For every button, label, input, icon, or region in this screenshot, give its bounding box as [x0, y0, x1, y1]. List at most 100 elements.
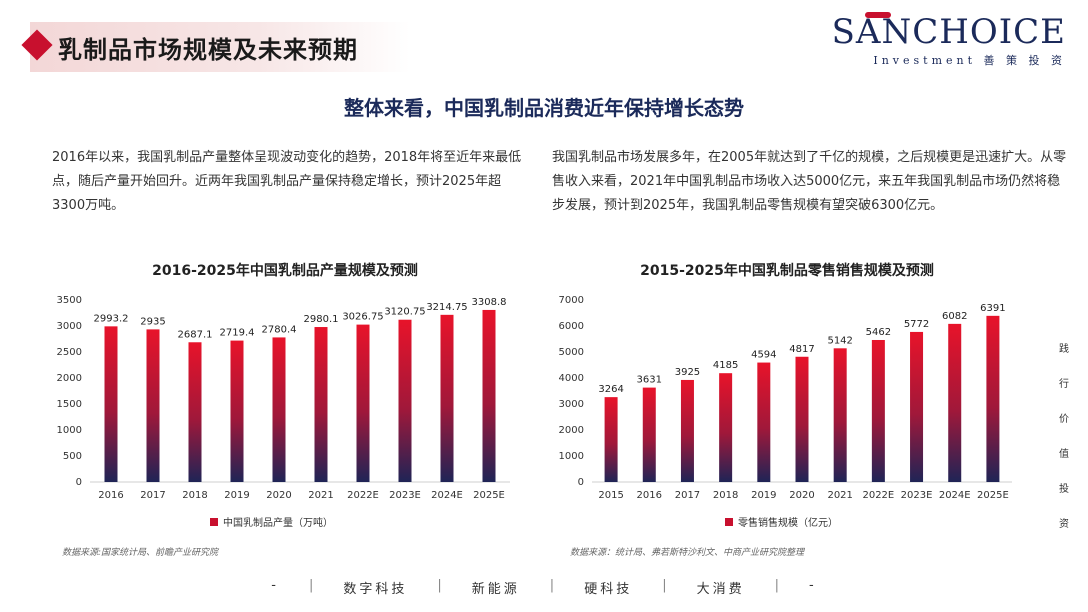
bar [719, 373, 733, 482]
bar [680, 379, 694, 482]
side-slogan: 践行价值投资 [1057, 340, 1071, 530]
footer-separator: | [774, 578, 779, 593]
x-tick-label: 2022E [347, 490, 379, 501]
y-tick-label: 500 [63, 451, 82, 462]
y-tick-label: 3500 [57, 295, 82, 306]
bar [833, 348, 847, 482]
bar [104, 326, 118, 482]
y-tick-label: 7000 [559, 295, 584, 306]
side-char: 价 [1059, 414, 1069, 425]
chart-1-title: 2016-2025年中国乳制品产量规模及预测 [152, 263, 418, 279]
x-tick-label: 2021 [308, 490, 333, 501]
y-tick-label: 5000 [559, 347, 584, 358]
y-tick-label: 0 [76, 477, 82, 488]
data-label: 4185 [713, 360, 738, 371]
footer-item: - [809, 578, 817, 593]
bar [757, 362, 771, 482]
data-label: 6391 [980, 303, 1005, 314]
footer-separator: | [308, 578, 314, 593]
side-char: 践 [1059, 344, 1069, 355]
legend-swatch [210, 517, 218, 526]
data-label: 4594 [751, 350, 776, 361]
chart-1-legend: 中国乳制品产量（万吨） [210, 514, 333, 529]
y-tick-label: 2000 [57, 373, 82, 384]
x-tick-label: 2025E [977, 490, 1009, 501]
data-label: 2980.1 [304, 314, 339, 325]
x-tick-label: 2020 [266, 490, 291, 501]
x-tick-label: 2023E [389, 490, 421, 501]
footer-item: 数字科技 [343, 582, 408, 597]
footer-separator: | [662, 578, 667, 593]
x-tick-label: 2024E [431, 490, 463, 501]
y-tick-label: 1000 [559, 451, 584, 462]
bar [272, 337, 286, 482]
legend-swatch [725, 517, 733, 526]
bar [188, 342, 202, 482]
x-tick-label: 2024E [939, 490, 971, 501]
x-tick-label: 2015 [598, 490, 623, 501]
headline: 整体来看，中国乳制品消费近年保持增长态势 [344, 96, 744, 120]
logo-mark-icon [865, 12, 891, 18]
x-tick-label: 2019 [751, 490, 776, 501]
bar [398, 319, 412, 482]
bar [314, 327, 328, 482]
bar [604, 397, 618, 482]
bar [986, 315, 1000, 482]
x-tick-label: 2016 [637, 490, 662, 501]
side-char: 投 [1059, 484, 1069, 495]
logo-sub-text: Investment 善 策 投 资 [873, 54, 1066, 67]
chart-2-title: 2015-2025年中国乳制品零售销售规模及预测 [640, 263, 934, 279]
side-char: 行 [1059, 379, 1069, 390]
x-tick-label: 2020 [789, 490, 814, 501]
bar [948, 323, 962, 482]
side-char: 值 [1059, 449, 1069, 460]
data-label: 2719.4 [220, 328, 255, 339]
footer-nav: - | 数字科技 | 新能源 | 硬科技 | 大消费 | - [0, 578, 1088, 597]
bar [795, 356, 809, 482]
x-tick-label: 2017 [140, 490, 165, 501]
data-label: 3308.8 [472, 297, 507, 308]
bar [910, 331, 924, 482]
chart-1-source: 数据来源:国家统计局、前瞻产业研究院 [62, 548, 219, 558]
title-banner [30, 22, 410, 72]
data-label: 3120.75 [384, 307, 425, 318]
y-tick-label: 6000 [559, 321, 584, 332]
x-tick-label: 2018 [713, 490, 738, 501]
side-char: 资 [1059, 519, 1069, 530]
x-tick-label: 2019 [224, 490, 249, 501]
data-label: 2687.1 [178, 329, 213, 340]
data-label: 6082 [942, 311, 967, 322]
footer-separator: | [437, 578, 442, 593]
chart-2-legend-label: 零售销售规模（亿元） [738, 518, 838, 529]
x-tick-label: 2021 [827, 490, 852, 501]
data-label: 5772 [904, 319, 929, 330]
chart-1: 0 500 1000 1500 2000 2500 3000 3500 2993.2 2016 29… [57, 295, 510, 501]
y-tick-label: 3000 [559, 399, 584, 410]
footer-item: 硬科技 [584, 582, 633, 597]
x-tick-label: 2025E [473, 490, 505, 501]
data-label: 3214.75 [426, 302, 467, 313]
x-tick-label: 2022E [862, 490, 894, 501]
y-tick-label: 2500 [57, 347, 82, 358]
data-label: 4817 [789, 344, 814, 355]
data-label: 5142 [827, 335, 852, 346]
y-tick-label: 2000 [559, 425, 584, 436]
data-label: 2935 [140, 316, 165, 327]
bar [356, 324, 370, 482]
right-paragraph: 我国乳制品市场发展多年，在2005年就达到了千亿的规模，之后规模更是迅速扩大。从… [552, 150, 1067, 213]
data-label: 3631 [637, 375, 662, 386]
y-tick-label: 4000 [559, 373, 584, 384]
chart-2-source: 数据来源：统计局、弗若斯特沙利文、中商产业研究院整理 [570, 548, 805, 558]
bar [230, 340, 244, 482]
y-tick-label: 3000 [57, 321, 82, 332]
page-title: 乳制品市场规模及未来预期 [58, 36, 358, 64]
chart-2-legend: 零售销售规模（亿元） [725, 514, 838, 529]
bar [642, 387, 656, 482]
left-paragraph: 2016年以来，我国乳制品产量整体呈现波动变化的趋势，2018年将至近年来最低点… [52, 150, 522, 213]
data-label: 2993.2 [94, 313, 129, 324]
logo: SANCHOICE Investment 善 策 投 资 [831, 12, 1066, 68]
x-tick-label: 2016 [98, 490, 123, 501]
y-tick-label: 0 [578, 477, 584, 488]
y-tick-label: 1000 [57, 425, 82, 436]
bar [440, 314, 454, 482]
